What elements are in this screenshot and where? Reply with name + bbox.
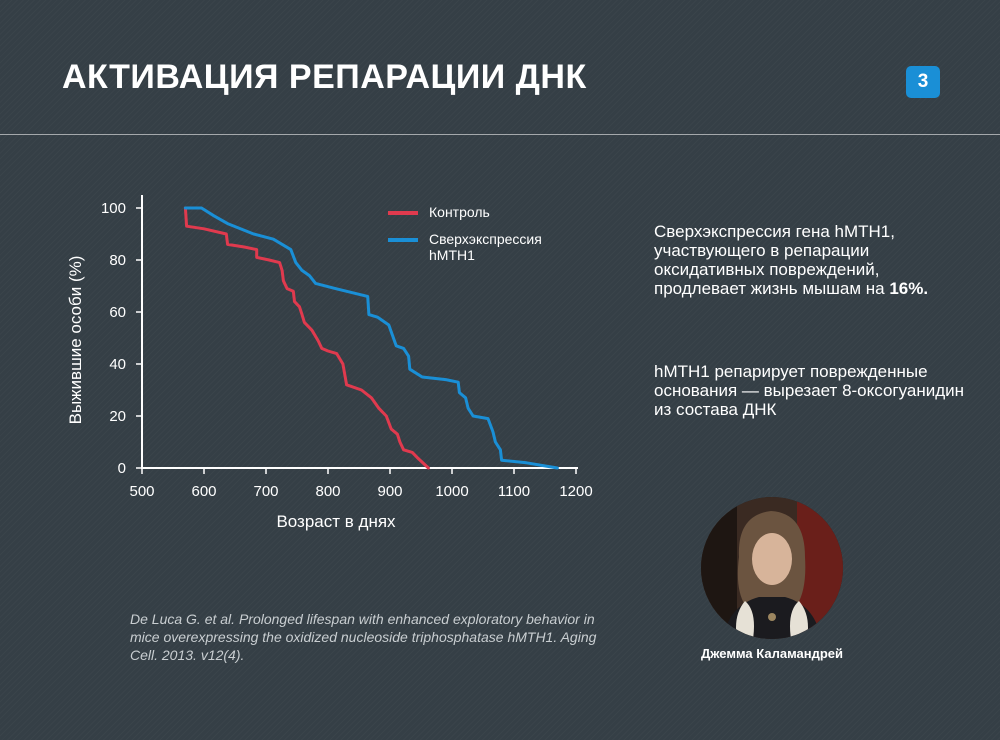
slide-title: АКТИВАЦИЯ РЕПАРАЦИИ ДНК — [62, 58, 587, 96]
page-number-badge: 3 — [906, 66, 940, 98]
legend-control-label: Контроль — [429, 204, 490, 220]
chart-series — [183, 206, 559, 470]
header-divider — [0, 134, 1000, 135]
y-tick-label: 80 — [109, 252, 126, 269]
speaker-avatar — [701, 497, 843, 639]
y-axis-label: Выжившие особи (%) — [66, 256, 85, 425]
x-tick-label: 1200 — [559, 483, 592, 500]
chart-axes: 500 600 700 800 900 1000 1100 1200 0 20 40 60 80 100 В… — [66, 195, 593, 531]
description-text-1: Сверхэкспрессия гена hMTH1, участвующего… — [654, 222, 895, 298]
series-line-control — [183, 206, 430, 470]
x-tick-label: 600 — [191, 483, 216, 500]
x-tick-label: 700 — [253, 483, 278, 500]
x-tick-label: 1100 — [498, 483, 530, 500]
x-tick-label: 1000 — [435, 483, 468, 500]
y-tick-label: 40 — [109, 356, 126, 373]
citation: De Luca G. et al. Prolonged lifespan wit… — [130, 611, 597, 663]
y-tick-label: 0 — [118, 460, 126, 477]
chart-legend: Контроль Сверхэкспрессия hMTH1 — [388, 204, 542, 263]
description-highlight: 16%. — [889, 279, 929, 298]
speaker-name: Джемма Каламандрей — [700, 646, 844, 661]
series-line-hmth1 — [183, 206, 559, 470]
x-axis-label: Возраст в днях — [276, 512, 396, 531]
x-tick-label: 800 — [315, 483, 340, 500]
description-paragraph-2: hMTH1 репарирует поврежденные основания … — [654, 362, 965, 419]
legend-hmth1-label: Сверхэкспрессия hMTH1 — [429, 231, 542, 263]
speaker-portrait-icon — [701, 497, 843, 639]
y-tick-label: 20 — [109, 408, 126, 425]
y-tick-label: 100 — [101, 200, 126, 217]
x-tick-label: 500 — [129, 483, 154, 500]
description-paragraph-1: Сверхэкспрессия гена hMTH1, участвующего… — [654, 222, 974, 298]
x-tick-label: 900 — [377, 483, 402, 500]
y-tick-label: 60 — [109, 304, 126, 321]
